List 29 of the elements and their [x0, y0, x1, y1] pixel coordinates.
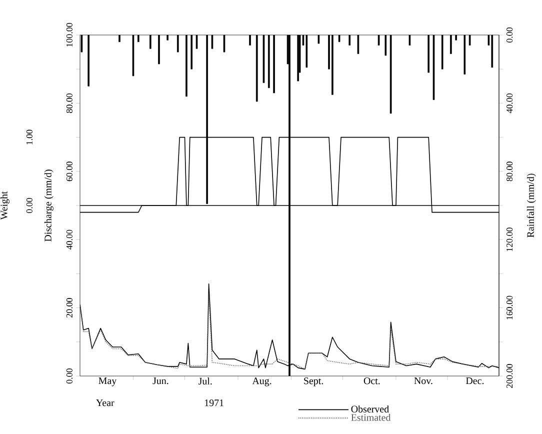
y3-axis-title: Weight	[0, 191, 10, 220]
y2-tick-label: 200.00	[506, 364, 513, 388]
x-tick-label: Jul.	[198, 378, 212, 385]
y-tick-label: 60.00	[66, 162, 72, 182]
x-tick-label: Jun.	[152, 378, 168, 384]
x-tick-label: May	[98, 378, 117, 386]
text: Estimated	[351, 414, 391, 421]
y2-tick-label: 120.00	[506, 228, 513, 252]
y2-tick-label: 40.00	[506, 93, 513, 114]
y-axis-title: Discharge (mm/d)	[44, 170, 54, 242]
y-tick-label: 20.00	[66, 298, 72, 318]
x-tick-label: Aug.	[252, 378, 272, 386]
y2-tick-label: 80.00	[506, 162, 513, 182]
y-tick-label: 80.00	[66, 93, 72, 113]
x-tick-label: Oct.	[364, 378, 380, 384]
y-tick-label: 40.00	[66, 230, 72, 250]
y2-tick-label: 160.00	[506, 296, 513, 320]
y-tick-label: 0.00	[66, 368, 72, 384]
x-tick-label: Sept.	[304, 378, 323, 386]
text: Observed	[351, 405, 389, 412]
x-axis-title: 1971	[204, 400, 224, 406]
y2-tick-label: 0.00	[506, 28, 513, 43]
x-tick-label: Dec.	[466, 378, 484, 384]
text: Year	[96, 400, 114, 406]
y3-tick-label: 1.00	[26, 130, 32, 144]
y2-axis-title: Rainfall (mm/d)	[526, 174, 536, 238]
y3-tick-label: 0.00	[26, 198, 32, 213]
y-tick-label: 100.00	[66, 23, 72, 47]
x-tick-label: Nov.	[414, 378, 432, 384]
